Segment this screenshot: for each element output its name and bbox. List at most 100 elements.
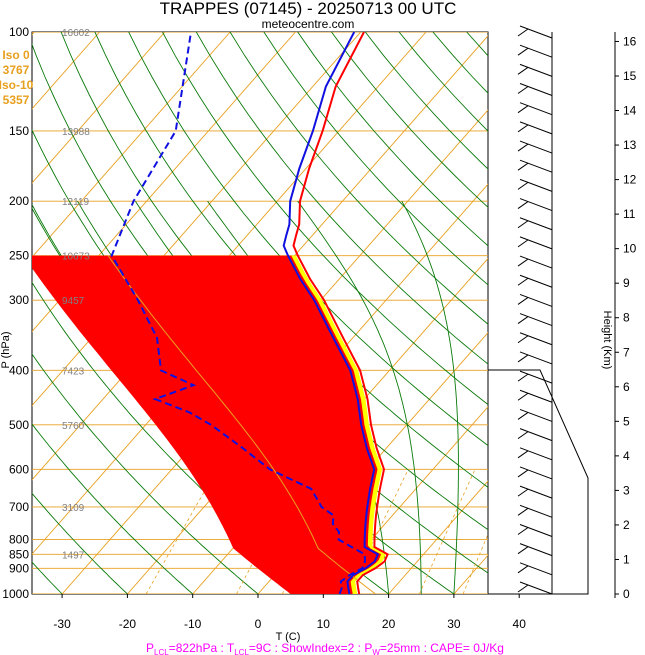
dry-adiabat [162,32,488,406]
isobar-height-label: 10673 [62,252,90,263]
chart-subtitle: meteocentre.com [262,17,355,31]
pressure-tick-label: 150 [9,124,29,138]
wind-barb [519,408,553,422]
footer-subscript: LCL [234,648,249,655]
isotherm-line [32,32,231,258]
pressure-tick-label: 200 [9,194,29,208]
isobar-height-label: 1497 [62,550,85,561]
wind-barb [519,44,553,58]
height-tick-label: 14 [623,104,637,118]
wind-barb-feather [517,181,529,190]
wind-barb [519,543,553,557]
wind-barb [519,293,553,307]
wind-barb-feather [517,507,529,516]
dry-adiabat [32,353,259,594]
isobar-height-label: 5760 [62,421,85,432]
x-tick-label: -10 [184,617,202,631]
height-tick-label: 7 [623,345,630,359]
height-tick-label: 6 [623,380,630,394]
wind-barb [519,159,553,173]
isobar-height-label: 13988 [62,127,90,138]
wind-barb [519,447,553,461]
height-axis-label: Height (Km) [601,311,613,370]
x-tick-label: 30 [447,617,461,631]
wind-barb [519,562,553,576]
pressure-tick-label: 100 [9,25,29,39]
dry-adiabat [466,32,488,57]
wind-barb-feather [517,412,529,420]
x-tick-label: -30 [53,617,71,631]
wind-barb-feather [517,258,529,267]
wind-barb [519,83,553,96]
x-axis-label: T (C) [276,631,301,643]
pressure-tick-label: 600 [9,462,29,476]
footer-subscript: LCL [154,648,169,655]
dry-adiabat [32,492,128,594]
pressure-tick-label: 250 [9,249,29,263]
wind-barb [519,25,553,39]
height-tick-label: 3 [623,483,630,497]
footer-text: PLCL=822hPa : TLCL=9C : ShowIndex=2 : PW… [146,641,504,655]
chart-texts: TRAPPES (07145) - 20250713 00 UTC meteoc… [0,0,613,643]
wind-barb-feather [517,354,529,363]
wind-barb [519,178,553,192]
isobar-height-label: 9457 [62,296,85,307]
x-tick-label: 40 [513,617,527,631]
pressure-tick-label: 300 [9,293,29,307]
wind-barb [519,581,553,595]
iso10-value: 5357 [3,93,30,107]
mixing-ratio-line [462,533,488,594]
wind-barb-feather [517,105,529,114]
parcel-line [107,255,376,594]
wind-barb-feather [517,565,529,574]
height-tick-label: 13 [623,138,637,152]
wind-barb [519,274,553,288]
footer-part: P [146,641,154,655]
pressure-tick-label: 500 [9,418,29,432]
wind-barb [519,351,553,365]
footer-subscript: W [372,648,380,655]
cape-cin-areas [32,255,386,594]
height-tick-label: 5 [623,414,630,428]
wind-barb-feather [517,124,529,133]
isotherm-line [32,32,166,184]
wind-barb [519,313,553,327]
isobar-height-label: 7423 [62,366,85,377]
height-tick-label: 10 [623,242,637,256]
wind-barb [519,198,553,212]
height-tick-label: 9 [623,276,630,290]
wind-barb-feather [517,66,529,75]
x-tick-label: 10 [317,617,331,631]
wind-barb-feather [517,469,529,478]
pressure-tick-label: 400 [9,363,29,377]
dry-adiabat [32,423,193,594]
mixing-ratio-line [145,469,218,594]
wind-barb [519,389,553,403]
iso0-label: Iso 0 [2,48,30,62]
moist-adiabat [401,200,459,594]
wind-barb-feather [517,239,529,248]
wind-barb [519,255,553,269]
wind-barb [519,466,553,480]
wind-barb-feather [517,488,529,497]
iso0-value: 3767 [3,63,30,77]
height-tick-label: 0 [623,587,630,601]
mixing-ratio-line [419,469,476,594]
height-tick-label: 15 [623,69,637,83]
pressure-tick-label: 800 [9,533,29,547]
wind-barb-feather [517,220,529,229]
wind-barb-feather [517,546,529,555]
wind-barb [519,217,553,231]
dewpoint-solid-line [282,32,380,594]
footer-part: =822hPa : T [169,641,235,655]
height-tick-label: 4 [623,449,630,463]
wind-barb [519,428,553,442]
wind-barb-feather [517,143,529,152]
isotherm-line [322,406,488,594]
wind-barb [519,236,553,250]
wind-barb [519,102,553,116]
wind-barb-feather [517,277,529,286]
wind-barb-feather [517,584,529,593]
barb-panel-outline [488,369,589,595]
x-tick-label: -20 [119,617,137,631]
